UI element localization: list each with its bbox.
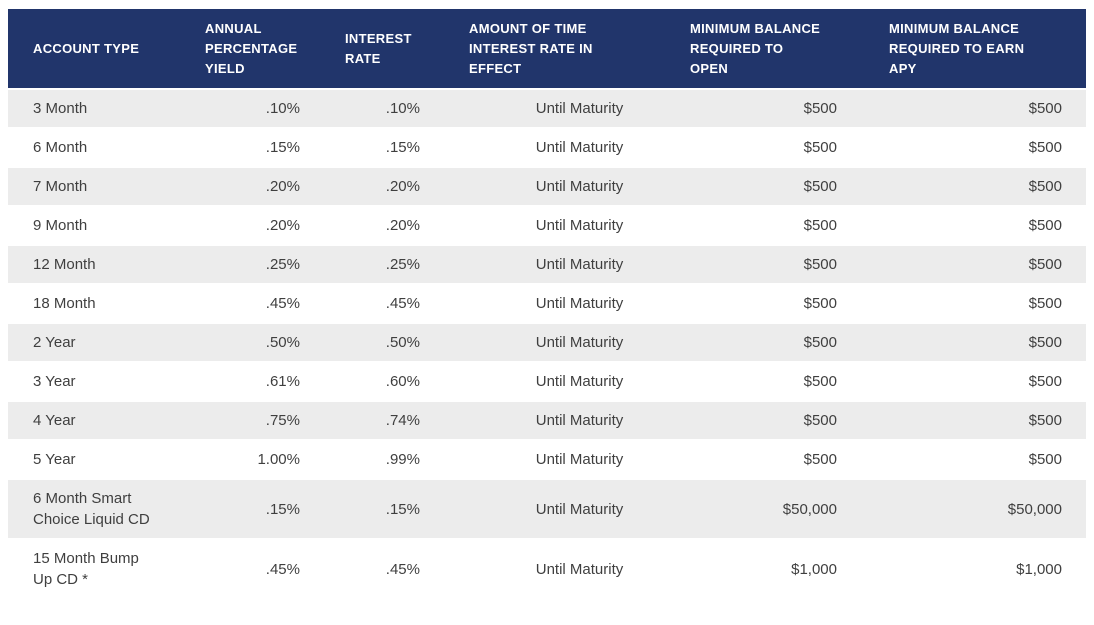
- cell-time-in-effect: Until Maturity: [444, 128, 690, 168]
- cell-time-in-effect: Until Maturity: [444, 539, 690, 600]
- column-header-annual-percentage-yield: ANNUAL PERCENTAGE YIELD: [205, 9, 324, 90]
- cell-min-open: $500: [690, 89, 861, 129]
- cell-apy: 1.00%: [205, 440, 324, 480]
- cd-rates-table: ACCOUNT TYPE ANNUAL PERCENTAGE YIELD INT…: [8, 9, 1086, 600]
- cell-min-apy: $500: [861, 284, 1086, 324]
- cell-account-type: 12 Month: [8, 245, 205, 285]
- cell-min-open: $1,000: [690, 539, 861, 600]
- cell-min-open: $500: [690, 323, 861, 363]
- cell-interest-rate: .99%: [324, 440, 444, 480]
- table-row: 18 Month .45% .45% Until Maturity $500 $…: [8, 284, 1086, 324]
- cell-time-in-effect: Until Maturity: [444, 401, 690, 441]
- table-row: 6 Month .15% .15% Until Maturity $500 $5…: [8, 128, 1086, 168]
- cell-account-type: 6 Month Smart Choice Liquid CD: [8, 479, 205, 540]
- cd-rates-table-container: ACCOUNT TYPE ANNUAL PERCENTAGE YIELD INT…: [8, 9, 1086, 600]
- cell-interest-rate: .45%: [324, 539, 444, 600]
- cell-account-type: 9 Month: [8, 206, 205, 246]
- table-row: 15 Month Bump Up CD * .45% .45% Until Ma…: [8, 539, 1086, 600]
- cell-min-apy: $500: [861, 401, 1086, 441]
- column-header-min-balance-open: MINIMUM BALANCE REQUIRED TO OPEN: [690, 9, 861, 90]
- cell-min-open: $50,000: [690, 479, 861, 540]
- cell-min-apy: $500: [861, 167, 1086, 207]
- cell-min-open: $500: [690, 362, 861, 402]
- cell-interest-rate: .20%: [324, 206, 444, 246]
- table-row: 6 Month Smart Choice Liquid CD .15% .15%…: [8, 479, 1086, 540]
- cell-min-apy: $500: [861, 89, 1086, 129]
- cell-apy: .25%: [205, 245, 324, 285]
- table-row: 2 Year .50% .50% Until Maturity $500 $50…: [8, 323, 1086, 363]
- table-row: 12 Month .25% .25% Until Maturity $500 $…: [8, 245, 1086, 285]
- cell-apy: .20%: [205, 206, 324, 246]
- cell-interest-rate: .50%: [324, 323, 444, 363]
- cell-time-in-effect: Until Maturity: [444, 362, 690, 402]
- cell-min-apy: $500: [861, 362, 1086, 402]
- cell-time-in-effect: Until Maturity: [444, 206, 690, 246]
- cell-account-type: 5 Year: [8, 440, 205, 480]
- column-header-time-in-effect: AMOUNT OF TIME INTEREST RATE IN EFFECT: [444, 9, 690, 90]
- cell-account-type: 2 Year: [8, 323, 205, 363]
- cell-account-type: 6 Month: [8, 128, 205, 168]
- cell-interest-rate: .45%: [324, 284, 444, 324]
- cell-apy: .61%: [205, 362, 324, 402]
- cell-min-apy: $500: [861, 128, 1086, 168]
- table-row: 5 Year 1.00% .99% Until Maturity $500 $5…: [8, 440, 1086, 480]
- cell-time-in-effect: Until Maturity: [444, 323, 690, 363]
- cell-interest-rate: .60%: [324, 362, 444, 402]
- cell-min-apy: $50,000: [861, 479, 1086, 540]
- cell-time-in-effect: Until Maturity: [444, 89, 690, 129]
- cell-interest-rate: .15%: [324, 479, 444, 540]
- cell-min-open: $500: [690, 440, 861, 480]
- column-header-account-type: ACCOUNT TYPE: [8, 9, 205, 90]
- table-row: 3 Year .61% .60% Until Maturity $500 $50…: [8, 362, 1086, 402]
- cell-min-open: $500: [690, 128, 861, 168]
- cell-min-apy: $500: [861, 245, 1086, 285]
- cell-min-open: $500: [690, 167, 861, 207]
- cell-time-in-effect: Until Maturity: [444, 284, 690, 324]
- cell-min-apy: $500: [861, 206, 1086, 246]
- column-header-interest-rate: INTEREST RATE: [324, 9, 444, 90]
- cell-apy: .20%: [205, 167, 324, 207]
- cell-account-type: 3 Month: [8, 89, 205, 129]
- cell-interest-rate: .20%: [324, 167, 444, 207]
- cell-apy: .45%: [205, 284, 324, 324]
- cell-apy: .10%: [205, 89, 324, 129]
- cell-time-in-effect: Until Maturity: [444, 440, 690, 480]
- table-row: 7 Month .20% .20% Until Maturity $500 $5…: [8, 167, 1086, 207]
- table-header-row: ACCOUNT TYPE ANNUAL PERCENTAGE YIELD INT…: [8, 9, 1086, 90]
- table-row: 4 Year .75% .74% Until Maturity $500 $50…: [8, 401, 1086, 441]
- cell-interest-rate: .10%: [324, 89, 444, 129]
- cell-apy: .75%: [205, 401, 324, 441]
- cell-interest-rate: .74%: [324, 401, 444, 441]
- cell-time-in-effect: Until Maturity: [444, 167, 690, 207]
- cell-apy: .45%: [205, 539, 324, 600]
- table-row: 9 Month .20% .20% Until Maturity $500 $5…: [8, 206, 1086, 246]
- cell-account-type: 18 Month: [8, 284, 205, 324]
- cell-interest-rate: .25%: [324, 245, 444, 285]
- cell-min-open: $500: [690, 401, 861, 441]
- cell-apy: .50%: [205, 323, 324, 363]
- table-row: 3 Month .10% .10% Until Maturity $500 $5…: [8, 89, 1086, 129]
- cell-min-open: $500: [690, 206, 861, 246]
- column-header-min-balance-earn-apy: MINIMUM BALANCE REQUIRED TO EARN APY: [861, 9, 1086, 90]
- cell-min-open: $500: [690, 284, 861, 324]
- cell-time-in-effect: Until Maturity: [444, 245, 690, 285]
- cell-min-apy: $500: [861, 323, 1086, 363]
- cell-apy: .15%: [205, 479, 324, 540]
- cell-min-open: $500: [690, 245, 861, 285]
- cell-account-type: 7 Month: [8, 167, 205, 207]
- cell-account-type: 15 Month Bump Up CD *: [8, 539, 205, 600]
- cell-min-apy: $500: [861, 440, 1086, 480]
- cell-min-apy: $1,000: [861, 539, 1086, 600]
- cell-apy: .15%: [205, 128, 324, 168]
- cell-account-type: 3 Year: [8, 362, 205, 402]
- cell-time-in-effect: Until Maturity: [444, 479, 690, 540]
- cell-account-type: 4 Year: [8, 401, 205, 441]
- cell-interest-rate: .15%: [324, 128, 444, 168]
